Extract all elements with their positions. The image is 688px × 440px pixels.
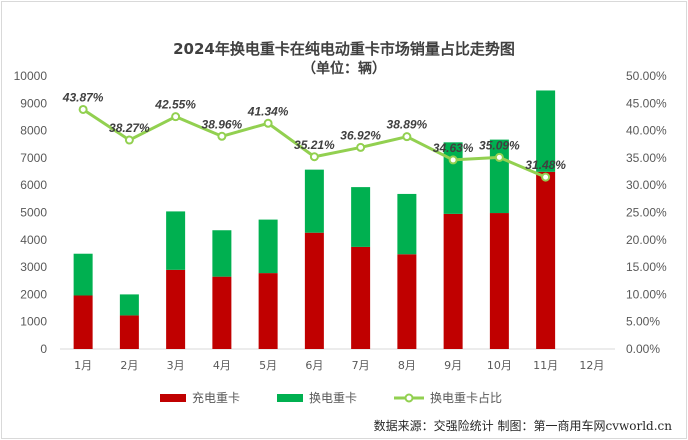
bar-charging: [536, 171, 556, 349]
y2-tick-label: 45.00%: [626, 96, 667, 110]
x-tick-label: 3月: [167, 359, 185, 372]
bar-swap: [166, 211, 186, 270]
y2-tick-label: 35.00%: [626, 151, 667, 165]
data-label: 38.96%: [202, 117, 243, 131]
bar-swap: [536, 90, 556, 172]
line-point: [448, 155, 458, 165]
line-point: [494, 152, 504, 162]
chart-title: 2024年换电重卡在纯电动重卡市场销量占比走势图: [173, 40, 515, 58]
chart-subtitle: （单位：辆）: [302, 61, 386, 77]
line-point: [78, 104, 88, 114]
y-tick-label: 7000: [20, 151, 47, 165]
y2-tick-label: 20.00%: [626, 233, 667, 247]
bar-swap: [119, 294, 139, 316]
legend-swatch-swap: [277, 394, 303, 402]
y-tick-label: 2000: [20, 287, 47, 301]
y-tick-label: 3000: [20, 260, 47, 274]
y2-tick-label: 50.00%: [626, 69, 667, 83]
data-label: 35.09%: [479, 138, 520, 152]
y2-tick-label: 0.00%: [626, 342, 660, 356]
y-tick-label: 4000: [20, 233, 47, 247]
bar-charging: [258, 273, 278, 349]
line-point: [263, 118, 273, 128]
line-point: [124, 135, 134, 145]
y-tick-label: 6000: [20, 178, 47, 192]
line-point: [541, 172, 551, 182]
y-tick-label: 0: [40, 342, 47, 356]
data-label: 42.55%: [154, 98, 196, 112]
bar-swap: [351, 187, 371, 247]
x-tick-label: 2月: [120, 359, 138, 372]
x-tick-label: 10月: [487, 359, 512, 372]
x-tick-label: 9月: [444, 359, 462, 372]
y-tick-label: 9000: [20, 96, 47, 110]
bar-charging: [73, 295, 93, 349]
line-point: [402, 132, 412, 142]
bar-charging: [443, 213, 463, 349]
bar-charging: [119, 315, 139, 349]
legend-marker-share: [404, 393, 414, 403]
y2-tick-label: 25.00%: [626, 206, 667, 220]
bar-charging: [351, 246, 371, 349]
data-label: 38.27%: [109, 121, 150, 135]
x-tick-label: 7月: [352, 359, 370, 372]
y2-tick-label: 10.00%: [626, 287, 667, 301]
bar-charging: [212, 276, 232, 349]
x-tick-label: 4月: [213, 359, 231, 372]
bar-swap: [212, 230, 232, 277]
legend-swatch-charging: [160, 394, 186, 402]
y-tick-label: 5000: [20, 206, 47, 220]
line-point: [217, 131, 227, 141]
data-source-note: 数据来源：交强险统计 制图：第一商用车网cvworld.cn: [373, 419, 672, 433]
data-label: 36.92%: [340, 128, 381, 142]
data-label: 41.34%: [247, 104, 289, 118]
bar-charging: [489, 213, 509, 349]
line-point: [309, 152, 319, 162]
bar-swap: [258, 219, 278, 274]
x-tick-label: 11月: [533, 359, 558, 372]
data-label: 43.87%: [62, 90, 104, 104]
y2-tick-label: 40.00%: [626, 124, 667, 138]
data-label: 34.63%: [433, 141, 474, 155]
legend-label-charging: 充电重卡: [192, 390, 240, 405]
y-tick-label: 1000: [20, 315, 47, 329]
x-tick-label: 8月: [398, 359, 416, 372]
line-point: [356, 142, 366, 152]
bar-swap: [397, 193, 417, 255]
x-tick-label: 1月: [74, 359, 92, 372]
bar-swap: [73, 253, 93, 296]
bar-charging: [166, 269, 186, 349]
line-point: [171, 112, 181, 122]
y-tick-label: 10000: [14, 69, 48, 83]
x-tick-label: 6月: [305, 359, 323, 372]
y-tick-label: 8000: [20, 124, 47, 138]
y2-tick-label: 30.00%: [626, 178, 667, 192]
bar-swap: [304, 169, 324, 233]
y2-tick-label: 5.00%: [626, 315, 660, 329]
data-label: 31.48%: [525, 158, 566, 172]
bar-charging: [397, 254, 417, 349]
legend-label-share: 换电重卡占比: [430, 390, 502, 405]
x-tick-label: 5月: [259, 359, 277, 372]
data-label: 35.21%: [294, 138, 335, 152]
y2-tick-label: 15.00%: [626, 260, 667, 274]
legend-label-swap: 换电重卡: [309, 391, 357, 405]
bar-charging: [304, 232, 324, 349]
x-tick-label: 12月: [579, 359, 604, 372]
data-label: 38.89%: [387, 118, 428, 132]
